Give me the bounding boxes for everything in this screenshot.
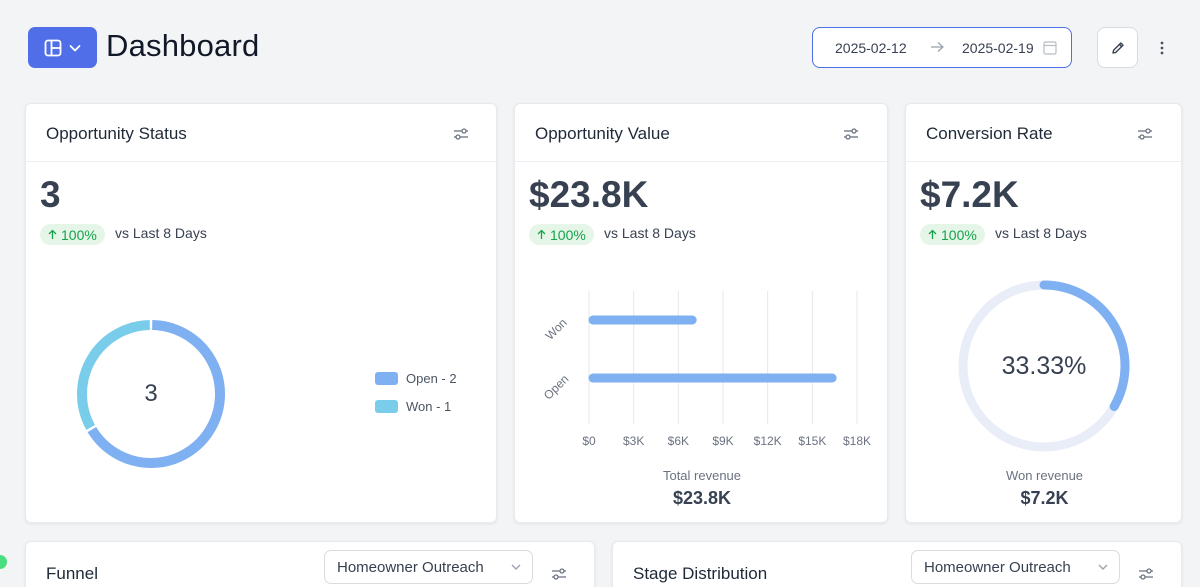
x-tick-label: $15K xyxy=(798,434,826,448)
sliders-icon xyxy=(844,128,858,140)
legend-swatch xyxy=(375,372,398,385)
change-badge: 100% xyxy=(40,224,105,245)
card-divider xyxy=(26,161,496,162)
card-filter-button[interactable] xyxy=(549,564,569,584)
sliders-icon xyxy=(454,128,468,140)
card-divider xyxy=(515,161,887,162)
sliders-icon xyxy=(1139,568,1153,580)
chevron-down-icon xyxy=(511,564,521,570)
calendar-icon xyxy=(1043,41,1057,55)
funnel-card: Funnel Homeowner Outreach xyxy=(25,541,595,587)
pipeline-select-value: Homeowner Outreach xyxy=(924,559,1071,576)
legend-label: Won - 1 xyxy=(406,399,452,414)
conversion-gauge xyxy=(958,280,1130,452)
card-title: Funnel xyxy=(46,564,98,583)
x-tick-label: $6K xyxy=(668,434,689,448)
arrow-right-icon xyxy=(931,42,944,52)
more-vertical-icon xyxy=(1160,41,1164,55)
x-tick-label: $3K xyxy=(623,434,644,448)
card-title: Stage Distribution xyxy=(633,564,768,583)
y-category-label: Won xyxy=(543,316,570,343)
donut-slice-open xyxy=(87,320,225,468)
total-revenue-label: Total revenue xyxy=(662,468,742,483)
edit-dashboard-button[interactable] xyxy=(1097,27,1138,68)
x-tick-label: $18K xyxy=(843,434,871,448)
online-status-dot xyxy=(0,555,7,569)
dashboard-header: Dashboard 2025-02-12 2025-02-19 xyxy=(0,0,1200,95)
opportunity-value-card: Opportunity Value $23.8K 100% vs Last 8 … xyxy=(514,103,888,523)
date-end[interactable]: 2025-02-19 xyxy=(962,40,1034,56)
pipeline-select[interactable]: Homeowner Outreach xyxy=(324,550,533,584)
date-range-picker[interactable]: 2025-02-12 2025-02-19 xyxy=(812,27,1072,68)
change-value: 100% xyxy=(941,226,977,243)
legend-item-open: Open - 2 xyxy=(375,371,457,386)
chevron-down-icon xyxy=(1098,564,1108,570)
layout-switch-button[interactable] xyxy=(28,27,97,68)
card-title: Opportunity Status xyxy=(46,124,187,143)
y-category-label: Open xyxy=(541,372,572,403)
arrow-up-icon xyxy=(928,229,937,239)
pipeline-select-value: Homeowner Outreach xyxy=(337,559,484,576)
won-revenue-value: $7.2K xyxy=(1020,488,1069,508)
total-revenue-value: $23.8K xyxy=(672,488,732,508)
date-start[interactable]: 2025-02-12 xyxy=(835,40,907,56)
card-divider xyxy=(906,161,1181,162)
metric-value: $23.8K xyxy=(529,174,649,215)
metric-value: $7.2K xyxy=(920,174,1019,215)
change-value: 100% xyxy=(550,226,586,243)
card-filter-button[interactable] xyxy=(1135,124,1155,144)
layout-panels-icon xyxy=(44,39,61,56)
legend-item-won: Won - 1 xyxy=(375,399,451,414)
card-filter-button[interactable] xyxy=(1136,564,1156,584)
x-tick-label: $0 xyxy=(582,434,596,448)
opportunity-value-bar-chart: $0 $3K $6K $9K $12K $15K $18K Won Open xyxy=(541,291,871,448)
pencil-icon xyxy=(1111,41,1124,54)
legend-swatch xyxy=(375,400,398,413)
card-filter-button[interactable] xyxy=(451,124,471,144)
donut-slice-won xyxy=(77,320,150,430)
stage-distribution-card: Stage Distribution Homeowner Outreach xyxy=(612,541,1182,587)
conversion-rate-card: Conversion Rate $7.2K 100% vs Last 8 Day… xyxy=(905,103,1182,523)
change-value: 100% xyxy=(61,226,97,243)
gauge-value: 33.33% xyxy=(1001,352,1087,380)
metric-value: 3 xyxy=(40,174,61,215)
comparison-label: vs Last 8 Days xyxy=(995,225,1087,241)
arrow-up-icon xyxy=(48,229,57,239)
x-tick-label: $12K xyxy=(754,434,782,448)
comparison-label: vs Last 8 Days xyxy=(604,225,696,241)
comparison-label: vs Last 8 Days xyxy=(115,225,207,241)
card-title: Conversion Rate xyxy=(926,124,1053,143)
change-badge: 100% xyxy=(920,224,985,245)
more-options-button[interactable] xyxy=(1151,37,1173,59)
arrow-up-icon xyxy=(537,229,546,239)
donut-center-value: 3 xyxy=(144,380,158,407)
opportunity-status-card: Opportunity Status 3 100% vs Last 8 Days… xyxy=(25,103,497,523)
sliders-icon xyxy=(552,568,566,580)
change-badge: 100% xyxy=(529,224,594,245)
sliders-icon xyxy=(1138,128,1152,140)
gauge-fill xyxy=(1039,280,1130,411)
won-revenue-label: Won revenue xyxy=(1005,468,1084,483)
legend-label: Open - 2 xyxy=(406,371,457,386)
card-filter-button[interactable] xyxy=(841,124,861,144)
x-tick-label: $9K xyxy=(712,434,733,448)
page-title: Dashboard xyxy=(106,28,260,63)
chevron-down-icon xyxy=(69,44,80,51)
status-donut-chart xyxy=(77,320,225,468)
card-title: Opportunity Value xyxy=(535,124,670,143)
pipeline-select[interactable]: Homeowner Outreach xyxy=(911,550,1120,584)
